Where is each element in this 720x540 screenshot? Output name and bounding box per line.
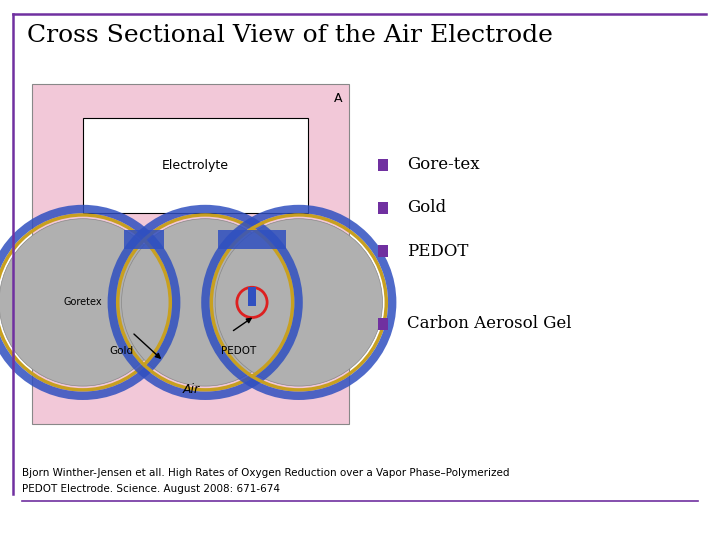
Bar xyxy=(217,230,287,249)
Text: Air: Air xyxy=(182,383,199,396)
Text: Electrolyte: Electrolyte xyxy=(162,159,229,172)
Bar xyxy=(32,84,349,424)
Bar xyxy=(378,318,387,330)
Text: Carbon Aerosol Gel: Carbon Aerosol Gel xyxy=(407,315,571,333)
Text: PEDOT: PEDOT xyxy=(221,346,256,356)
Ellipse shape xyxy=(122,219,289,386)
Bar xyxy=(124,230,164,249)
Bar xyxy=(83,118,308,213)
Ellipse shape xyxy=(0,219,166,386)
Bar xyxy=(248,287,256,306)
Bar xyxy=(378,159,387,171)
Text: A: A xyxy=(333,92,342,105)
Text: PEDOT: PEDOT xyxy=(407,242,468,260)
Text: Cross Sectional View of the Air Electrode: Cross Sectional View of the Air Electrod… xyxy=(27,24,553,46)
Bar xyxy=(378,245,387,257)
Ellipse shape xyxy=(215,219,382,386)
Text: Gold: Gold xyxy=(109,346,133,356)
Text: Bjorn Winther-Jensen et all. High Rates of Oxygen Reduction over a Vapor Phase–P: Bjorn Winther-Jensen et all. High Rates … xyxy=(22,468,509,478)
Text: Goretex: Goretex xyxy=(63,298,102,307)
Text: Gore-tex: Gore-tex xyxy=(407,156,480,173)
Text: Gold: Gold xyxy=(407,199,446,217)
Bar xyxy=(378,202,387,214)
Text: PEDOT Electrode. Science. August 2008: 671-674: PEDOT Electrode. Science. August 2008: 6… xyxy=(22,484,279,494)
